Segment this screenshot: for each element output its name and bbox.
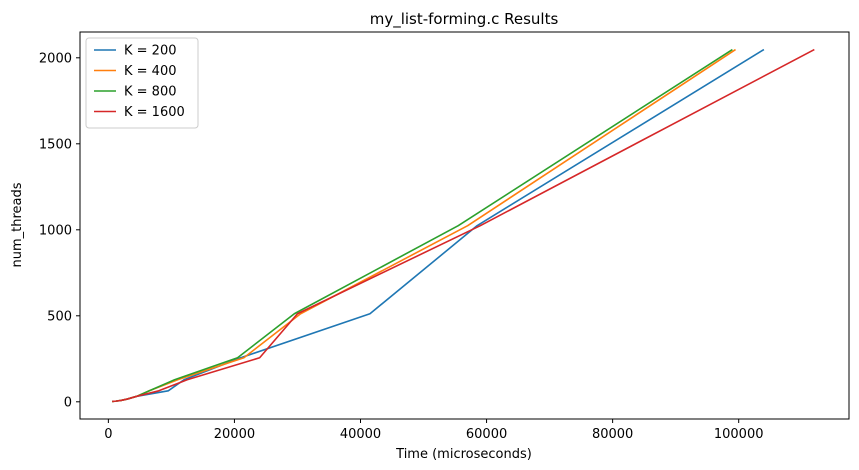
series-line-2 [112,48,736,403]
x-tick-label: 80000 [592,427,633,442]
series-line-1 [112,48,765,403]
y-axis: 0 500 1000 1500 2000 [39,51,80,410]
legend-box [85,37,199,129]
x-tick-label: 0 [104,427,112,442]
legend-label-2: K = 400 [124,64,177,79]
x-tick-label: 40000 [340,427,381,442]
x-axis-label: Time (microseconds) [395,447,532,462]
legend-label-1: K = 200 [124,44,177,59]
series-line-3 [112,48,733,403]
y-tick-label: 0 [64,395,72,410]
legend-label-3: K = 800 [124,85,177,100]
x-tick-label: 20000 [214,427,255,442]
y-axis-label: num_threads [10,182,25,267]
y-tick-label: 1500 [39,137,72,152]
x-tick-label: 100000 [714,427,764,442]
legend-label-4: K = 1600 [124,105,185,120]
chart-title: my_list-forming.c Results [370,10,559,29]
plot-area [112,48,815,403]
y-tick-label: 2000 [39,51,72,66]
y-tick-label: 1000 [39,223,72,238]
x-axis: 0 20000 40000 60000 80000 100000 [104,419,764,442]
plot-frame [79,31,850,420]
legend: K = 200 K = 400 K = 800 K = 1600 [85,37,199,129]
y-tick-label: 500 [47,309,72,324]
x-tick-label: 60000 [466,427,507,442]
series-line-4 [112,48,815,403]
